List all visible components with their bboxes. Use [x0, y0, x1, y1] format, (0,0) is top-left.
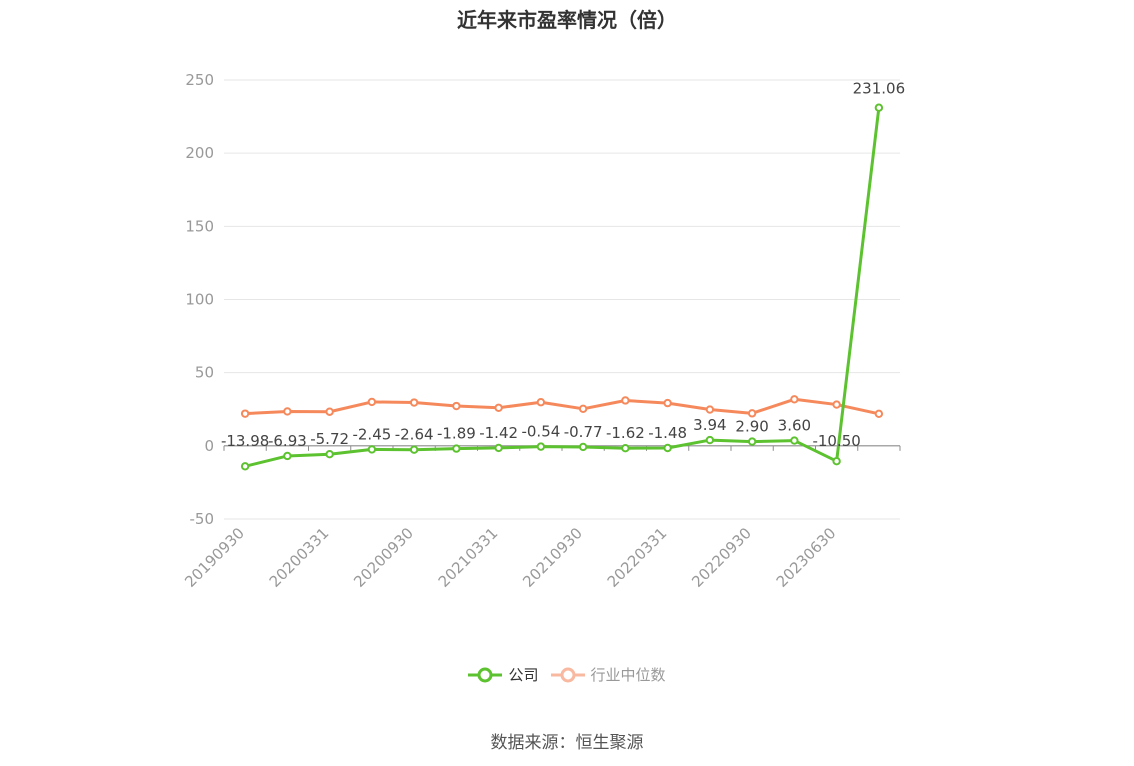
series-line-company — [244, 107, 881, 468]
data-point-industry — [747, 409, 757, 418]
x-tick-label: 20220930 — [688, 524, 755, 591]
y-tick-label: 200 — [185, 144, 214, 162]
data-point-industry — [578, 404, 588, 414]
data-point-industry — [790, 395, 799, 404]
data-point-company — [494, 443, 503, 453]
data-point-company — [663, 443, 672, 453]
data-label: -1.62 — [606, 424, 645, 442]
data-point-industry — [832, 400, 841, 409]
data-point-company — [283, 451, 292, 461]
data-label: -2.45 — [352, 425, 391, 443]
y-tick-label: 100 — [185, 291, 214, 309]
x-tick-label: 20210331 — [435, 524, 502, 591]
y-tick-label: 50 — [195, 364, 214, 382]
data-point-company — [874, 103, 884, 112]
data-point-company — [325, 450, 334, 459]
data-label: -2.64 — [395, 426, 434, 444]
data-point-company — [409, 445, 419, 454]
legend-item-company[interactable]: 公司 — [468, 664, 539, 685]
data-label-layer: -13.98-6.93 -5.72 -2.45 -2.64 -1.89 -1.42 -0.5… — [221, 80, 905, 450]
y-tick-label: -50 — [190, 510, 215, 528]
data-label: 231.06 — [853, 80, 906, 98]
legend-label: 行业中位数 — [590, 666, 666, 684]
data-point-company — [578, 442, 588, 452]
legend: 公司 行业中位数 — [0, 664, 1134, 688]
data-point-industry — [663, 398, 672, 408]
data-point-company — [705, 435, 715, 445]
data-point-company — [790, 436, 799, 445]
data-point-industry — [240, 409, 250, 418]
data-label: 2.90 — [735, 418, 768, 436]
data-label: -0.54 — [521, 423, 560, 441]
data-label: -1.48 — [648, 424, 687, 442]
data-point-industry — [494, 403, 503, 412]
y-tick-label: 250 — [185, 71, 214, 89]
data-point-industry — [409, 398, 419, 407]
x-tick-label: 20200930 — [350, 524, 417, 591]
data-point-company — [832, 456, 841, 466]
x-tick-label: 20230630 — [773, 524, 840, 591]
chart-title: 近年来市盈率情况（倍） — [457, 8, 677, 32]
data-point-company — [536, 442, 546, 451]
legend-item-industry[interactable]: 行业中位数 — [550, 664, 666, 685]
series-line-industry — [245, 397, 880, 416]
data-point-company — [621, 444, 630, 453]
y-tick-label: 150 — [185, 217, 214, 235]
legend-line-circle-icon — [550, 667, 585, 682]
data-point-industry — [536, 398, 546, 407]
legend-label: 公司 — [508, 666, 539, 684]
data-point-industry — [325, 407, 334, 416]
y-tick-label: 0 — [204, 437, 214, 455]
x-tick-label: 20210930 — [519, 524, 586, 591]
data-label: -13.98 — [221, 432, 269, 450]
data-label: -0.77 — [564, 423, 603, 441]
data-label: -5.72 — [310, 430, 349, 448]
data-point-industry — [367, 397, 377, 407]
data-point-industry — [621, 396, 630, 405]
data-point-company — [747, 437, 757, 446]
data-point-industry — [452, 401, 461, 411]
data-point-industry — [283, 407, 292, 416]
series-layer — [240, 103, 884, 471]
data-point-industry — [705, 405, 715, 414]
data-label: -1.89 — [437, 425, 476, 443]
x-tick-label: 20200331 — [266, 524, 333, 591]
source-note: 数据来源：恒生聚源 — [490, 733, 644, 753]
data-label: -6.93 — [268, 432, 307, 450]
legend-line-circle-icon — [468, 667, 503, 682]
data-point-company — [367, 445, 377, 454]
data-point-company — [240, 462, 250, 471]
data-label: -1.42 — [479, 424, 518, 442]
grid-layer — [224, 79, 900, 520]
data-label: -10.50 — [812, 432, 860, 450]
data-label: 3.94 — [693, 416, 726, 434]
x-tick-label: 20190930 — [181, 524, 248, 591]
x-tick-label: 20220331 — [604, 524, 671, 591]
data-label: 3.60 — [778, 417, 811, 435]
data-point-company — [452, 444, 461, 453]
data-point-industry — [874, 409, 884, 418]
